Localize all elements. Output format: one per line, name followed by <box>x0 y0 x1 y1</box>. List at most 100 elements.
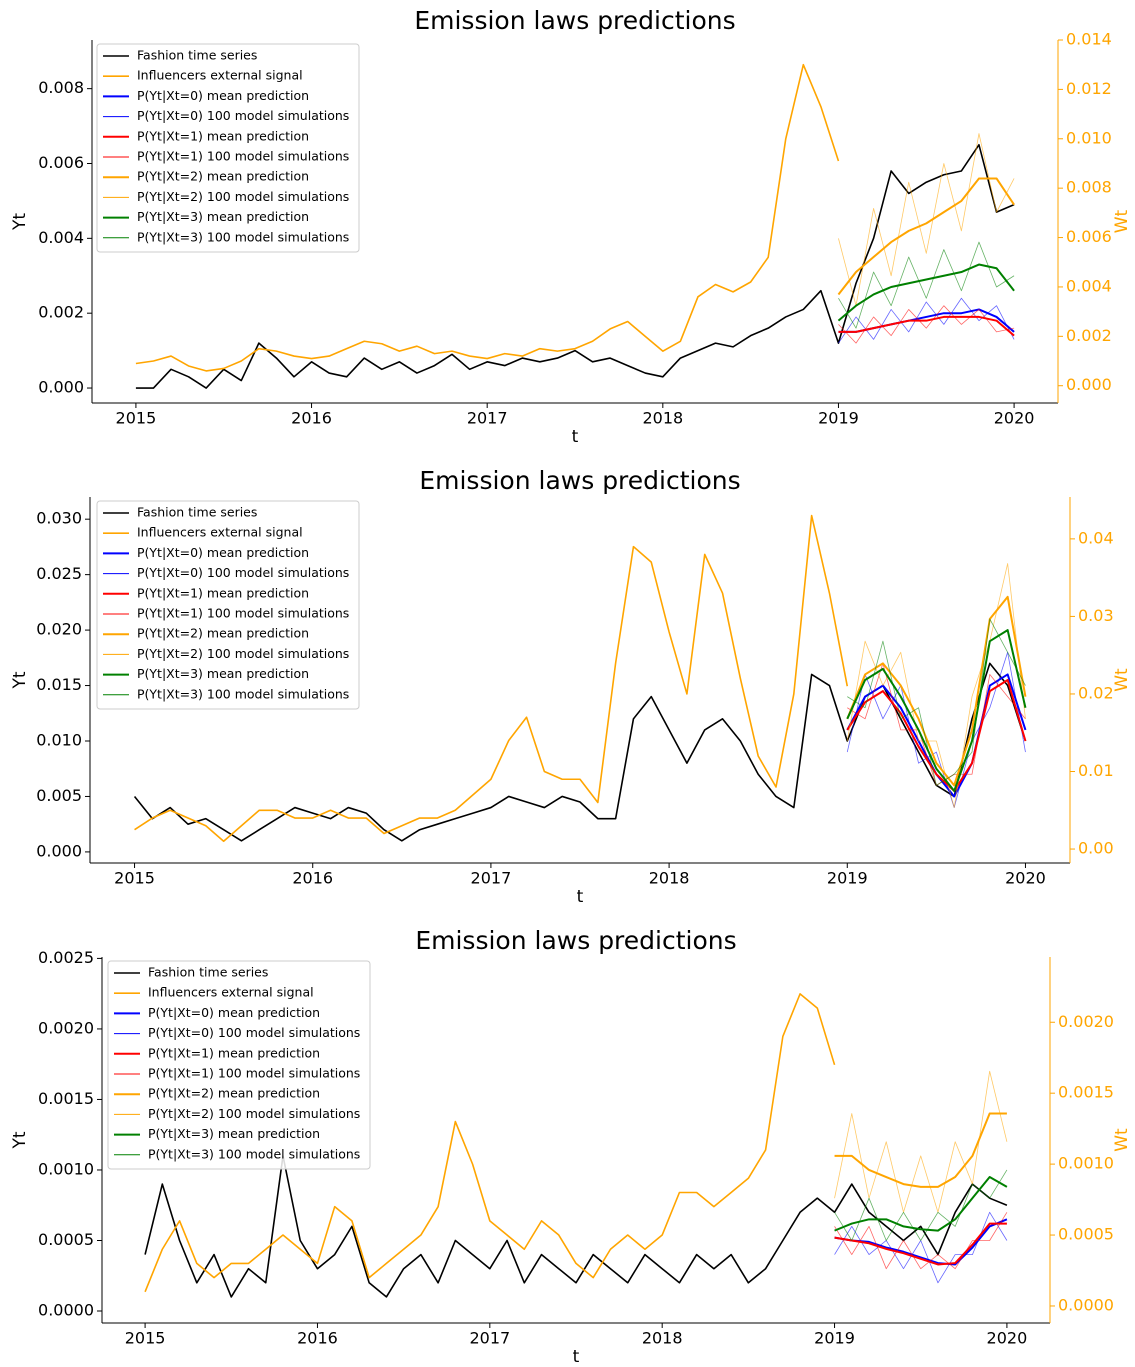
series-line <box>834 1212 1008 1270</box>
plot-area <box>135 63 1015 389</box>
chart-panel: Emission laws predictions t Yt Wt 2015 2016 20… <box>10 466 1132 907</box>
legend-box <box>96 43 360 253</box>
y-tick-label: 0.000 <box>38 378 84 397</box>
x-tick-label: 2018 <box>642 1329 683 1348</box>
plot-area <box>144 993 1008 1298</box>
legend-label: P(Yt|Xt=3) 100 model simulations <box>137 229 349 244</box>
legend-label: P(Yt|Xt=0) mean prediction <box>148 1005 320 1020</box>
legend-label: P(Yt|Xt=1) 100 model simulations <box>137 606 349 621</box>
y2-tick-label: 0.010 <box>1066 128 1112 147</box>
x-tick-label: 2017 <box>467 409 508 428</box>
x-tick-label: 2017 <box>471 869 512 888</box>
y-tick-label: 0.010 <box>36 731 82 750</box>
legend-label: Fashion time series <box>137 48 257 63</box>
legend-label: P(Yt|Xt=3) mean prediction <box>137 666 309 681</box>
legend-label: P(Yt|Xt=1) mean prediction <box>148 1045 320 1060</box>
series-line <box>838 305 1015 344</box>
series-line <box>846 679 1027 792</box>
y-tick-label: 0.0025 <box>38 948 94 967</box>
series-line <box>846 629 1027 792</box>
x-tick-label: 2020 <box>987 1329 1028 1348</box>
x-tick-label: 2019 <box>827 869 868 888</box>
legend-label: P(Yt|Xt=3) 100 model simulations <box>148 1146 360 1161</box>
y2-axis-label: Wt <box>1112 668 1132 692</box>
legend-label: P(Yt|Xt=2) mean prediction <box>148 1086 320 1101</box>
legend-label: P(Yt|Xt=1) mean prediction <box>137 128 309 143</box>
y2-tick-label: 0.0000 <box>1058 1295 1114 1314</box>
legend-label: P(Yt|Xt=0) 100 model simulations <box>137 565 349 580</box>
y-tick-label: 0.004 <box>38 228 84 247</box>
series-line <box>834 1211 1008 1284</box>
series-line <box>838 297 1015 344</box>
y2-tick-label: 0.02 <box>1078 683 1114 702</box>
y2-tick-label: 0.03 <box>1078 606 1114 625</box>
chart-panel: Emission laws predictions t Yt Wt 2015 2016 20… <box>10 926 1132 1367</box>
legend-label: P(Yt|Xt=3) 100 model simulations <box>137 686 349 701</box>
x-tick-label: 2017 <box>469 1329 510 1348</box>
x-tick-label: 2016 <box>297 1329 338 1348</box>
y2-axis-label: Wt <box>1112 209 1132 233</box>
y-tick-label: 0.0010 <box>38 1159 94 1178</box>
legend-label: P(Yt|Xt=0) mean prediction <box>137 545 309 560</box>
y-tick-label: 0.0020 <box>38 1018 94 1037</box>
series-line <box>837 177 1015 296</box>
series-line <box>834 1176 1008 1232</box>
y2-tick-label: 0.0010 <box>1058 1154 1114 1173</box>
y-axis-label: Yt <box>10 1131 30 1149</box>
x-tick-label: 2016 <box>292 869 333 888</box>
x-tick-label: 2020 <box>994 409 1035 428</box>
series-line <box>135 143 1015 389</box>
y2-tick-label: 0.008 <box>1066 178 1112 197</box>
series-line <box>838 315 1015 337</box>
chart-title: Emission laws predictions <box>414 6 735 35</box>
y-tick-label: 0.0015 <box>38 1089 94 1108</box>
series-line <box>838 241 1015 329</box>
y-tick-label: 0.008 <box>38 78 84 97</box>
chart-panel: Emission laws predictions t Yt Wt 2015 2016 20… <box>10 6 1132 447</box>
y-tick-label: 0.020 <box>36 620 82 639</box>
series-line <box>837 263 1015 322</box>
legend-label: P(Yt|Xt=3) mean prediction <box>148 1126 320 1141</box>
y-tick-label: 0.0000 <box>38 1301 94 1320</box>
y2-tick-label: 0.0005 <box>1058 1225 1114 1244</box>
legend-label: Fashion time series <box>137 505 257 520</box>
legend-label: P(Yt|Xt=2) 100 model simulations <box>137 189 349 204</box>
series-line <box>847 618 1026 786</box>
legend-label: P(Yt|Xt=3) mean prediction <box>137 209 309 224</box>
series-line <box>834 1070 1008 1213</box>
y2-tick-label: 0.04 <box>1078 528 1114 547</box>
legend-label: Influencers external signal <box>137 68 303 83</box>
legend-label: P(Yt|Xt=1) mean prediction <box>137 585 309 600</box>
series-line <box>135 63 840 372</box>
x-tick-label: 2016 <box>291 409 332 428</box>
y2-axis-label: Wt <box>1112 1128 1132 1152</box>
legend-label: Fashion time series <box>148 965 268 980</box>
legend-label: P(Yt|Xt=2) 100 model simulations <box>137 646 349 661</box>
series-line <box>838 133 1015 307</box>
y2-tick-label: 0.002 <box>1066 326 1112 345</box>
y-axis-label: Yt <box>10 671 30 689</box>
x-axis-label: t <box>577 887 584 907</box>
x-tick-label: 2020 <box>1005 869 1046 888</box>
y-tick-label: 0.006 <box>38 153 84 172</box>
y-tick-label: 0.000 <box>36 841 82 860</box>
x-tick-label: 2018 <box>649 869 690 888</box>
y2-tick-label: 0.012 <box>1066 79 1112 98</box>
legend-label: P(Yt|Xt=2) mean prediction <box>137 169 309 184</box>
series-line <box>846 651 1026 808</box>
legend-label: P(Yt|Xt=2) mean prediction <box>137 626 309 641</box>
x-tick-label: 2015 <box>114 869 155 888</box>
legend-box <box>96 500 360 710</box>
series-line <box>846 673 1027 798</box>
x-axis-label: t <box>573 1347 580 1363</box>
y2-tick-label: 0.0015 <box>1058 1083 1114 1102</box>
legend-label: Influencers external signal <box>137 525 303 540</box>
legend-label: Influencers external signal <box>148 985 314 1000</box>
legend-label: P(Yt|Xt=1) 100 model simulations <box>137 149 349 164</box>
x-tick-label: 2018 <box>642 409 683 428</box>
x-axis-label: t <box>572 427 579 447</box>
y2-tick-label: 0.0020 <box>1058 1012 1114 1031</box>
legend-box <box>107 960 371 1170</box>
series-line <box>144 1155 1008 1298</box>
